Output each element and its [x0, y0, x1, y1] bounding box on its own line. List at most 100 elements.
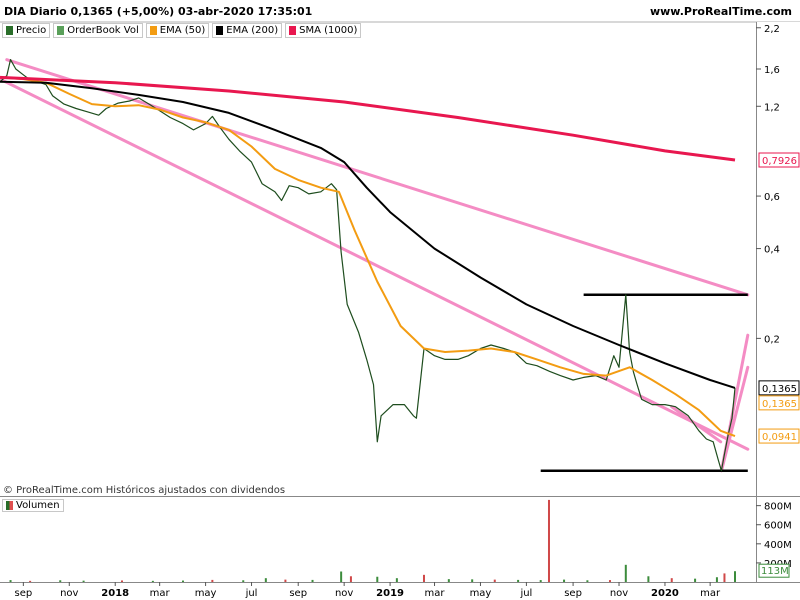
- volume-bar[interactable]: [151, 580, 154, 582]
- price-plot-area[interactable]: [0, 58, 750, 473]
- trendline-0[interactable]: [5, 58, 750, 297]
- x-tick-label: nov: [60, 588, 78, 599]
- x-tick-label: nov: [610, 588, 628, 599]
- legend-swatch-icon: [216, 26, 224, 35]
- volume-bar[interactable]: [608, 580, 611, 582]
- volume-bar[interactable]: [264, 578, 267, 582]
- legend-swatch-icon: [6, 501, 13, 510]
- legend-label: EMA (200): [226, 25, 279, 36]
- last-value-label: 0,0941: [762, 432, 797, 443]
- volume-bar[interactable]: [447, 579, 450, 582]
- volume-bar[interactable]: [647, 576, 650, 582]
- legend-label: Precio: [16, 25, 47, 36]
- series-line-ema-50[interactable]: [0, 76, 736, 438]
- series-line-precio[interactable]: [0, 58, 736, 472]
- x-tick-label: sep: [289, 588, 307, 599]
- x-tick-label: mar: [425, 588, 446, 599]
- volume-bar[interactable]: [471, 579, 474, 582]
- series-line-sma-1000[interactable]: [0, 75, 736, 162]
- volume-bar[interactable]: [284, 579, 287, 582]
- volume-bar[interactable]: [493, 579, 496, 582]
- volume-bar[interactable]: [311, 579, 314, 582]
- time-x-axis: sep nov 2018 mar may jul sep nov 2019 mar may jul se…: [14, 582, 721, 599]
- y-tick-label: 1,2: [764, 102, 780, 113]
- last-value-badge: 0,7926: [758, 152, 800, 168]
- volume-bar[interactable]: [29, 580, 32, 582]
- last-value-box: [758, 152, 800, 168]
- volume-bar[interactable]: [376, 576, 379, 582]
- legend-item-orderbook-vol[interactable]: OrderBook Vol: [53, 23, 143, 38]
- x-tick-label: sep: [564, 588, 582, 599]
- volume-bar[interactable]: [670, 578, 673, 582]
- legend-item-ema-50[interactable]: EMA (50): [145, 23, 210, 38]
- last-value-label: 0,7926: [762, 156, 797, 167]
- last-value-badge: 0,0941: [758, 428, 800, 444]
- legend-item-precio[interactable]: Precio: [2, 23, 51, 38]
- x-tick-label: jul: [245, 588, 258, 599]
- x-tick-label: mar: [700, 588, 721, 599]
- volume-bar[interactable]: [120, 580, 123, 582]
- volume-tick-label: 800M: [764, 502, 792, 513]
- legend-swatch-icon: [57, 26, 65, 35]
- x-tick-label: 2020: [651, 588, 679, 599]
- y-tick-label: 2,2: [764, 24, 780, 35]
- volume-bar[interactable]: [563, 579, 566, 582]
- legend-label: OrderBook Vol: [67, 25, 139, 36]
- volume-panel[interactable]: [9, 499, 736, 583]
- site-label[interactable]: www.ProRealTime.com: [649, 5, 792, 18]
- legend-label: EMA (50): [159, 25, 206, 36]
- x-tick-label: mar: [150, 588, 171, 599]
- x-tick-label: jul: [519, 588, 532, 599]
- last-value-label: 0,1365: [762, 384, 797, 395]
- price-panel[interactable]: [0, 58, 750, 473]
- volume-bar[interactable]: [723, 573, 726, 582]
- trendline-4[interactable]: [670, 405, 723, 444]
- volume-last-label: 113M: [761, 566, 789, 577]
- indicator-legend: Precio OrderBook Vol EMA (50) EMA (200) …: [2, 23, 362, 38]
- trendline-1[interactable]: [0, 77, 750, 451]
- chart-title: DIA Diario 0,1365 (+5,00%) 03-abr-2020 1…: [4, 5, 313, 18]
- series-line-ema-200[interactable]: [0, 80, 736, 389]
- last-value-box: [758, 380, 800, 396]
- last-value-label: 0,1365: [762, 399, 797, 410]
- volume-bar[interactable]: [539, 580, 542, 582]
- volume-bar[interactable]: [349, 576, 352, 582]
- x-tick-label: 2018: [101, 588, 129, 599]
- y-tick-label: 0,4: [764, 245, 780, 256]
- x-tick-label: nov: [335, 588, 353, 599]
- volume-bar[interactable]: [211, 579, 214, 582]
- volume-bar[interactable]: [547, 499, 550, 582]
- volume-bar[interactable]: [422, 574, 425, 582]
- volume-bar[interactable]: [181, 580, 184, 582]
- volume-bar[interactable]: [624, 564, 627, 582]
- legend-item-volumen[interactable]: Volumen: [2, 499, 64, 512]
- volume-legend: Volumen: [2, 499, 64, 512]
- price-y-axis: 2,2 1,6 1,2 0,6 0,4 0,2 0,7926 0,1365 0,1365 0,09…: [756, 24, 800, 444]
- volume-bar[interactable]: [395, 578, 398, 582]
- volume-bar[interactable]: [734, 571, 736, 582]
- x-tick-label: may: [470, 588, 492, 599]
- volume-bar[interactable]: [9, 580, 12, 582]
- volume-bar[interactable]: [82, 580, 85, 582]
- volume-bar[interactable]: [59, 580, 62, 582]
- legend-swatch-icon: [289, 26, 297, 35]
- volume-bar[interactable]: [242, 580, 245, 582]
- volume-bar[interactable]: [715, 577, 718, 582]
- legend-label: Volumen: [16, 500, 60, 511]
- legend-swatch-icon: [6, 26, 13, 35]
- x-tick-label: sep: [14, 588, 32, 599]
- volume-bar[interactable]: [586, 580, 589, 582]
- volume-bar[interactable]: [340, 571, 343, 583]
- x-tick-label: 2019: [376, 588, 404, 599]
- volume-bar[interactable]: [694, 578, 697, 582]
- volume-bar[interactable]: [517, 579, 520, 582]
- volume-tick-label: 400M: [764, 540, 792, 551]
- volume-last-box: [758, 563, 790, 578]
- trendline-3[interactable]: [719, 365, 750, 473]
- x-tick-label: may: [195, 588, 217, 599]
- legend-item-sma-1000[interactable]: SMA (1000): [285, 23, 362, 38]
- y-tick-label: 1,6: [764, 65, 780, 76]
- volume-y-axis: 800M600M400M200M113M: [756, 502, 792, 578]
- legend-item-ema-200[interactable]: EMA (200): [212, 23, 283, 38]
- last-value-badge: 0,1365: [758, 395, 800, 411]
